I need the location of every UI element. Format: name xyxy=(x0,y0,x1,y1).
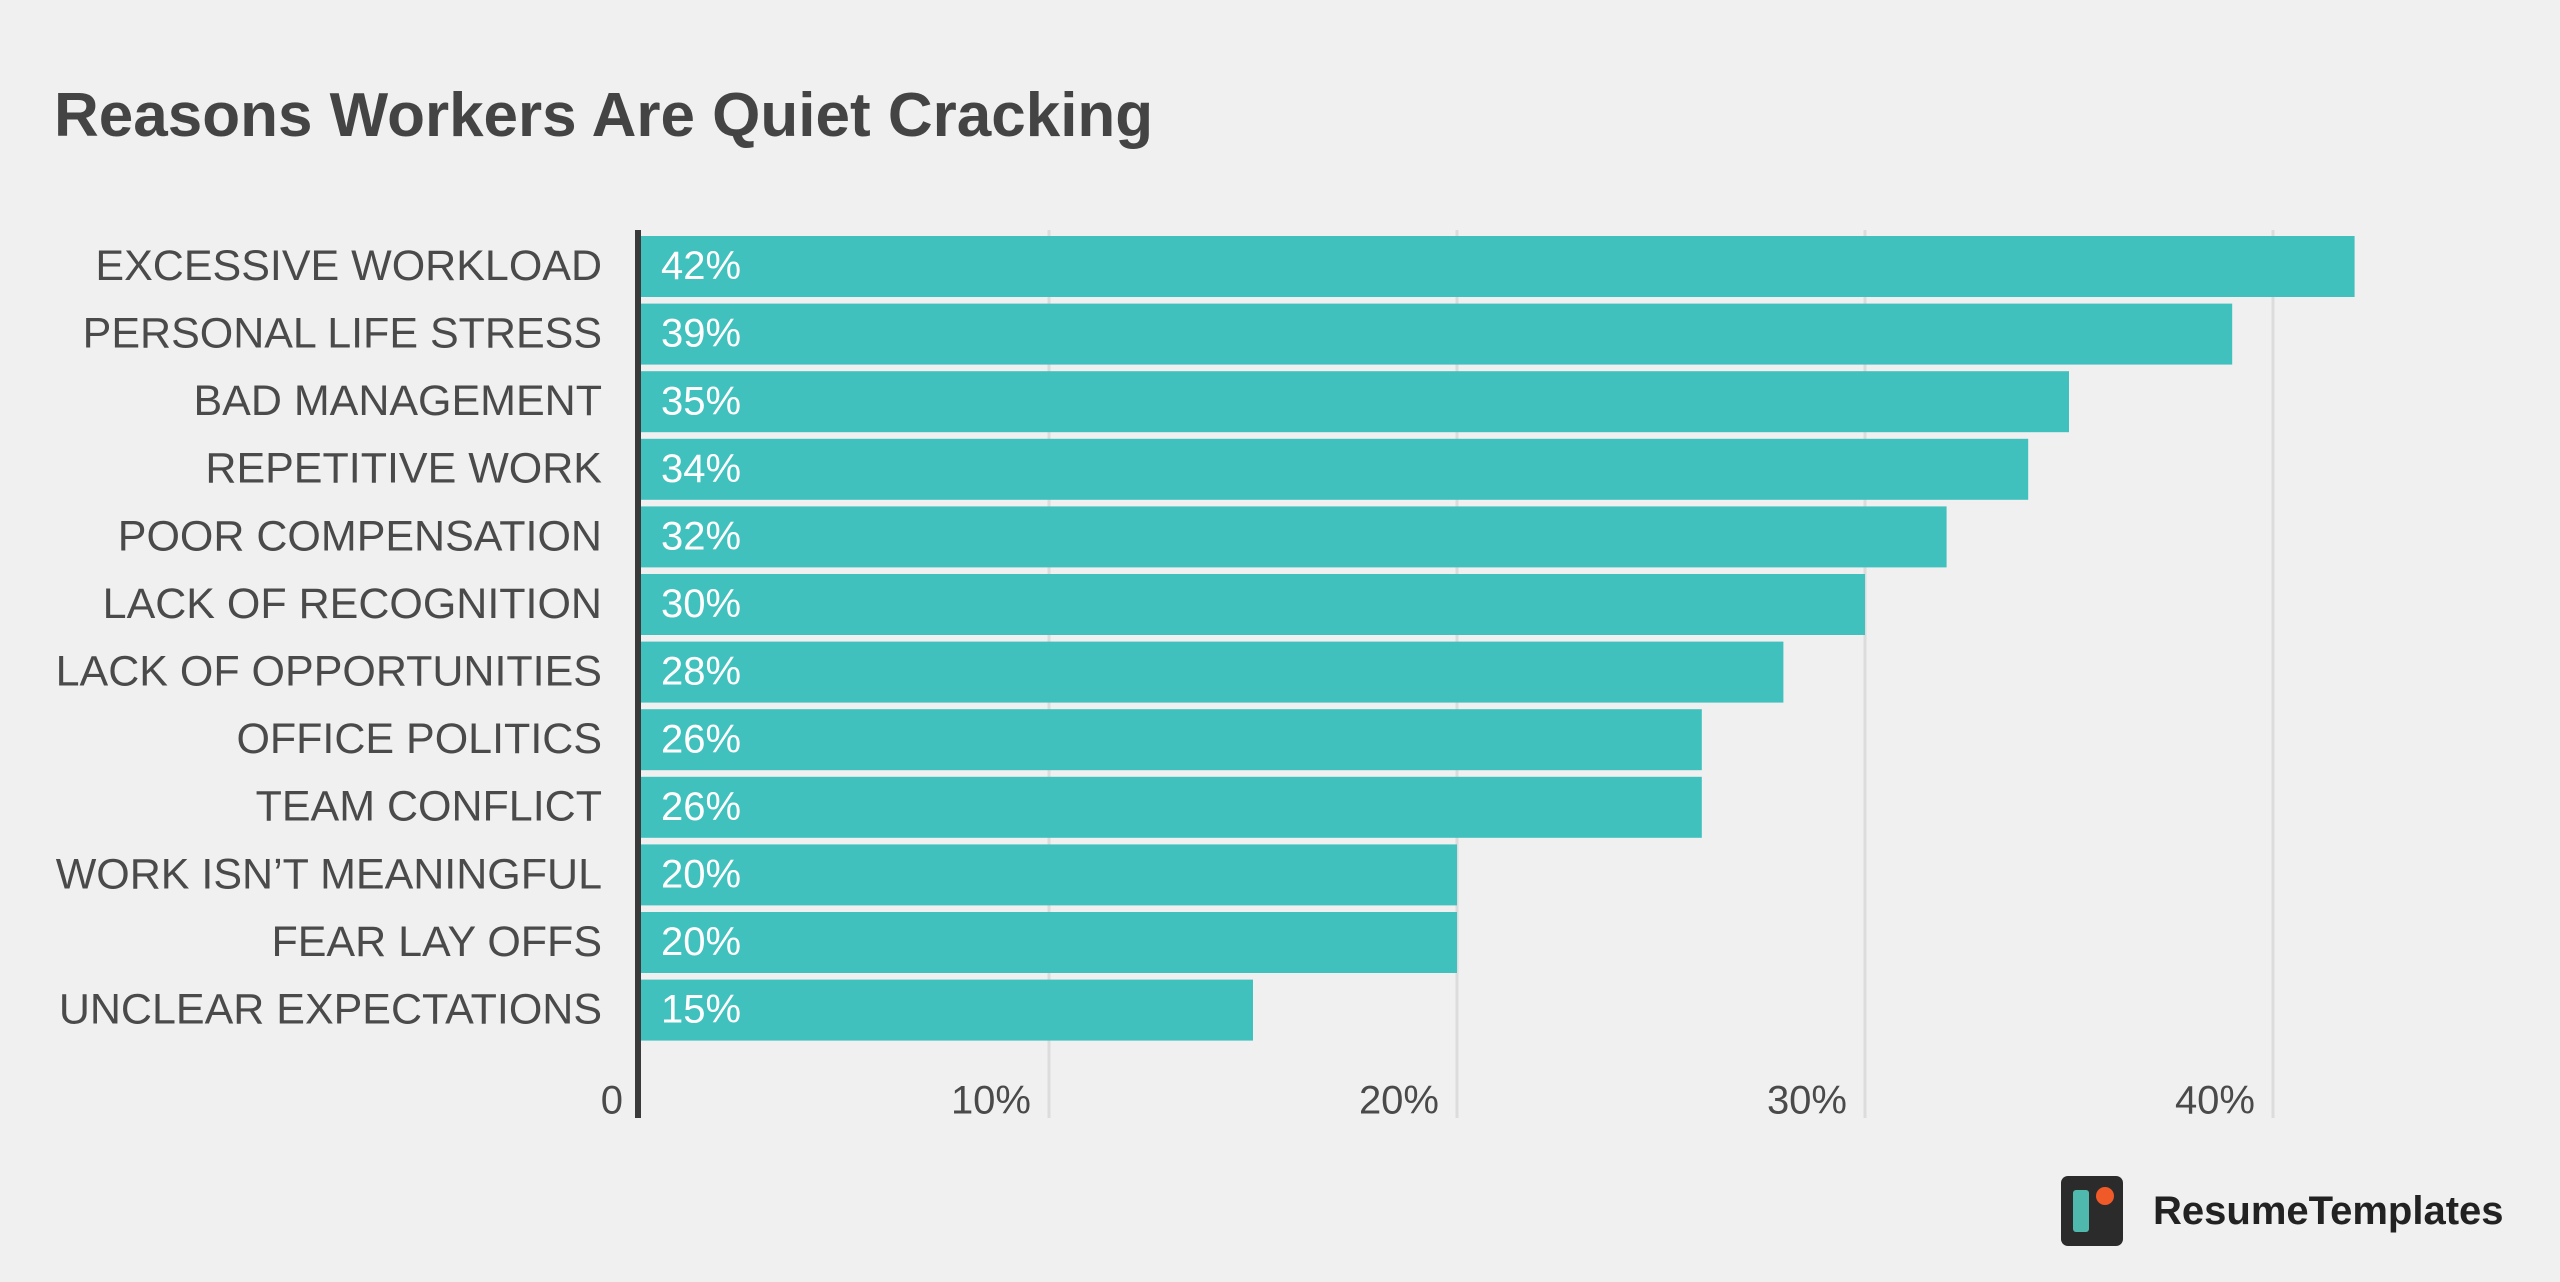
category-label: FEAR LAY OFFS xyxy=(271,918,602,966)
category-label: LACK OF RECOGNITION xyxy=(103,580,602,628)
bar xyxy=(641,641,1784,703)
brand-name: ResumeTemplates xyxy=(2153,1188,2504,1233)
bar xyxy=(641,303,2233,365)
value-label: 20% xyxy=(661,920,741,964)
value-label: 28% xyxy=(661,650,741,694)
bar xyxy=(641,709,1702,771)
category-label: BAD MANAGEMENT xyxy=(193,377,602,425)
value-label: 15% xyxy=(661,988,741,1032)
value-labels: 42% 39% 35% 34% 32% 30% 28% 26% 26% 20% 20% 15% xyxy=(661,244,741,1032)
value-label: 39% xyxy=(661,312,741,356)
bar xyxy=(641,438,2029,500)
category-label: UNCLEAR EXPECTATIONS xyxy=(59,985,602,1033)
category-label: TEAM CONFLICT xyxy=(256,783,602,831)
bar xyxy=(641,912,1457,973)
bar xyxy=(641,776,1702,838)
category-labels: EXCESSIVE WORKLOAD PERSONAL LIFE STRESS BA… xyxy=(56,242,603,1034)
x-tick-label: 20% xyxy=(1359,1079,1439,1123)
category-label: WORK ISN’T MEANINGFUL xyxy=(56,850,602,898)
value-label: 32% xyxy=(661,514,741,558)
category-label: EXCESSIVE WORKLOAD xyxy=(95,242,602,290)
value-label: 30% xyxy=(661,582,741,626)
category-label: PERSONAL LIFE STRESS xyxy=(83,309,602,357)
bar xyxy=(641,844,1457,906)
category-label: REPETITIVE WORK xyxy=(205,445,602,493)
value-label: 42% xyxy=(661,244,741,288)
x-tick-label: 30% xyxy=(1767,1079,1847,1123)
x-tick-label: 10% xyxy=(951,1079,1031,1123)
category-label: POOR COMPENSATION xyxy=(118,512,602,560)
value-label: 20% xyxy=(661,852,741,896)
value-label: 26% xyxy=(661,717,741,761)
bar xyxy=(641,506,1947,568)
bars xyxy=(641,236,2355,1041)
bar xyxy=(641,979,1253,1041)
chart-title: Reasons Workers Are Quiet Cracking xyxy=(54,81,1154,150)
resumetemplates-logo-icon xyxy=(2061,1176,2123,1246)
x-axis-tick-labels: 0 10% 20% 30% 40% xyxy=(601,1079,2255,1123)
x-tick-label: 40% xyxy=(2175,1079,2255,1123)
bar xyxy=(641,574,1865,635)
category-label: OFFICE POLITICS xyxy=(236,715,602,763)
category-label: LACK OF OPPORTUNITIES xyxy=(56,647,602,695)
brand: ResumeTemplates xyxy=(2061,1176,2504,1246)
x-tick-label: 0 xyxy=(601,1079,623,1123)
bar xyxy=(641,371,2069,433)
value-label: 26% xyxy=(661,785,741,829)
value-label: 35% xyxy=(661,379,741,423)
value-label: 34% xyxy=(661,447,741,491)
bar xyxy=(641,236,2355,297)
